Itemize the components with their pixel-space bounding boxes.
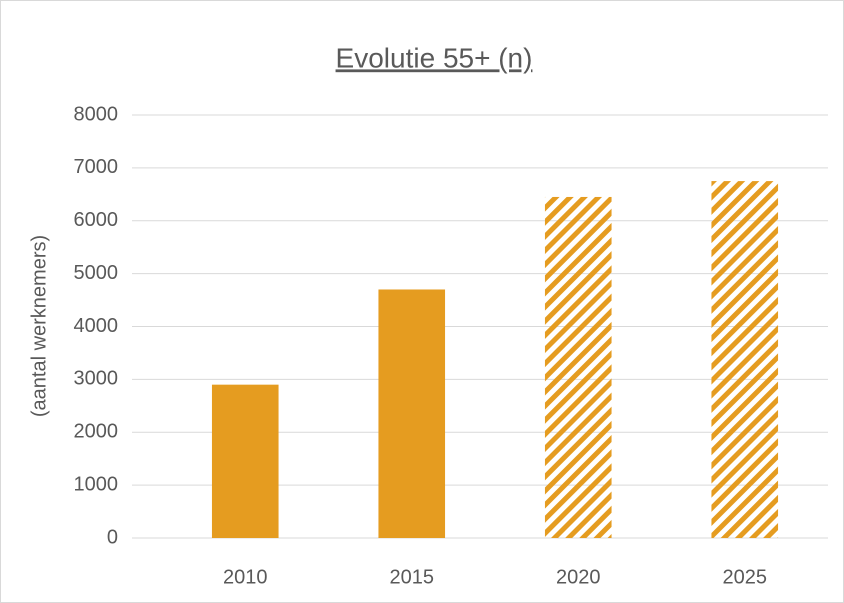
x-tick-label: 2020 [556, 566, 601, 588]
bar [211, 384, 279, 538]
y-tick-label: 8000 [74, 103, 119, 125]
y-tick-label: 7000 [74, 156, 119, 178]
y-tick-label: 5000 [74, 262, 119, 284]
y-tick-label: 6000 [74, 209, 119, 231]
x-tick-label: 2015 [390, 566, 435, 588]
y-tick-label: 4000 [74, 315, 119, 337]
y-tick-label: 0 [107, 526, 118, 548]
bar [544, 196, 612, 539]
bar [711, 181, 779, 538]
chart-title: Evolutie 55+ (n) [336, 42, 533, 73]
y-tick-label: 2000 [74, 421, 119, 443]
y-tick-label: 3000 [74, 368, 119, 390]
x-tick-label: 2010 [223, 566, 268, 588]
y-axis-label: (aantal werknemers) [28, 235, 50, 417]
x-tick-label: 2025 [723, 566, 768, 588]
bar [378, 289, 446, 538]
y-tick-label: 1000 [74, 473, 119, 495]
